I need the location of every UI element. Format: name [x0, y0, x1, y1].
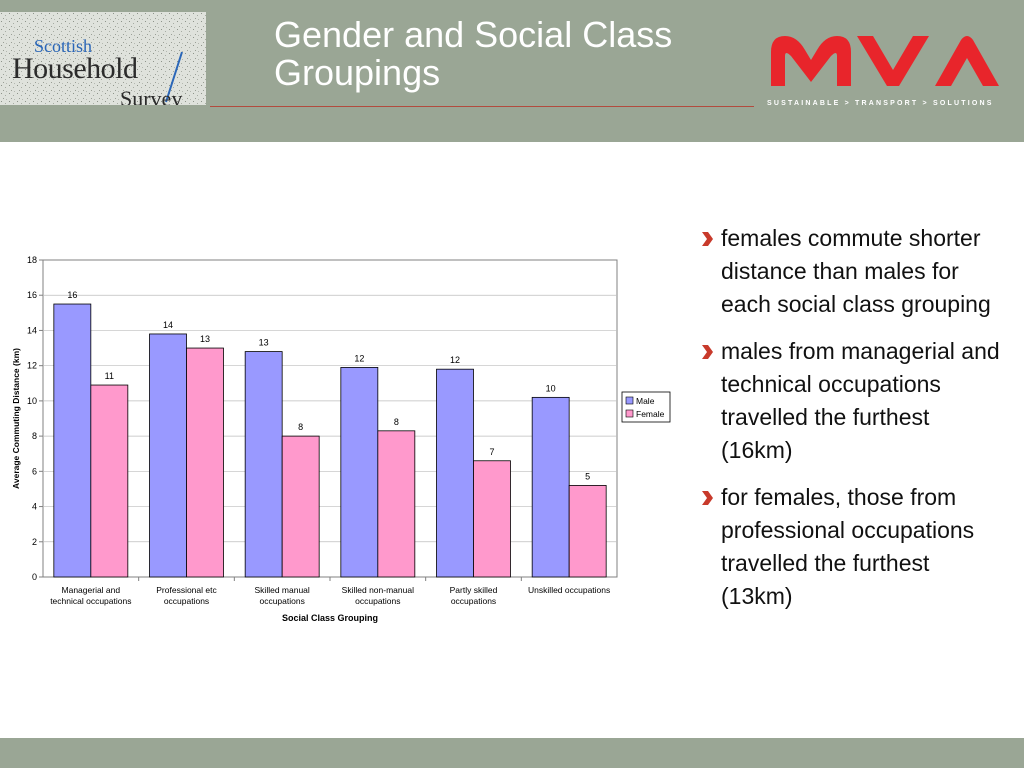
bar-value-label: 14 [163, 320, 173, 330]
commuting-distance-chart: 0 2 4 6 8 10 12 14 16 18 16 11 Managerial andtechnic… [11, 255, 671, 623]
bar-value-label: 12 [450, 355, 460, 365]
bar-male [149, 333, 187, 578]
bar-male [244, 351, 283, 578]
bar-female [568, 485, 607, 578]
bullet-text: for females, those from professional occ… [721, 484, 975, 609]
bar-male [53, 303, 92, 578]
y-tick-label: 8 [32, 431, 37, 441]
bar-value-label: 13 [259, 338, 269, 348]
legend-swatch-female [625, 409, 634, 418]
y-tick-label: 18 [27, 255, 37, 265]
x-tick-label: Managerial and [62, 585, 121, 595]
bar-male [340, 367, 379, 578]
bar-value-label: 16 [67, 290, 77, 300]
y-tick-label: 0 [32, 572, 37, 582]
bullet-text: males from managerial and technical occu… [721, 338, 1000, 463]
bar-value-label: 11 [105, 371, 114, 381]
x-tick-label: occupations [259, 596, 304, 606]
y-tick-label: 10 [27, 396, 37, 406]
logo-text-household: Household [12, 52, 138, 85]
logo-text-scottish: Scottish [34, 36, 93, 56]
bar-value-label: 7 [489, 447, 494, 457]
x-tick-label: Professional etc [156, 585, 217, 595]
chevron-right-icon [702, 491, 713, 505]
title-divider [210, 106, 754, 107]
bar-value-label: 13 [200, 334, 210, 344]
bar-female [186, 347, 224, 578]
bar-value-label: 5 [585, 471, 590, 481]
x-tick-label: Partly skilled [450, 585, 498, 595]
bar-value-label: 10 [546, 383, 556, 393]
bar-female [377, 430, 416, 578]
bar-female [281, 435, 320, 578]
legend-swatch-male [625, 396, 634, 405]
logo-speckle-background [0, 12, 206, 105]
x-tick-label: Unskilled occupations [528, 585, 610, 595]
bar-value-label: 12 [354, 353, 364, 363]
brand-tagline: SUSTAINABLE > TRANSPORT > SOLUTIONS [767, 100, 994, 107]
bullet-item: for females, those from professional occ… [700, 481, 1000, 613]
bar-male [531, 396, 570, 578]
y-tick-label: 4 [32, 502, 37, 512]
bar-female [90, 384, 129, 578]
logo-text-survey: Survey [120, 86, 183, 105]
x-axis-title: Social Class Grouping [282, 613, 378, 623]
bullet-item: males from managerial and technical occu… [700, 335, 1000, 467]
x-tick-label: occupations [355, 596, 400, 606]
chevron-right-icon [702, 232, 713, 246]
legend-label-male: Male [636, 396, 655, 406]
bullet-text: females commute shorter distance than ma… [721, 225, 991, 317]
page-title: Gender and Social Class Groupings [274, 14, 673, 93]
y-tick-label: 2 [32, 537, 37, 547]
y-tick-label: 16 [27, 290, 37, 300]
footer-bar [0, 738, 1024, 768]
x-tick-label: Skilled manual [255, 585, 310, 595]
plot-area [42, 259, 618, 578]
mva-logo [771, 36, 999, 86]
bar-female [473, 460, 511, 578]
bar-value-label: 8 [298, 422, 303, 432]
x-tick-label: Skilled non-manual [342, 585, 414, 595]
legend-label-female: Female [636, 409, 665, 419]
chevron-right-icon [702, 345, 713, 359]
bullet-item: females commute shorter distance than ma… [700, 222, 1000, 321]
y-axis-title: Average Commuting Distance (km) [11, 348, 21, 489]
bar-value-label: 8 [394, 417, 399, 427]
x-tick-label: occupations [451, 596, 496, 606]
x-tick-label: occupations [164, 596, 209, 606]
scottish-household-survey-logo: Scottish Household Survey [0, 12, 206, 105]
bullet-list: females commute shorter distance than ma… [700, 222, 1000, 627]
bar-male [436, 368, 474, 578]
y-tick-label: 14 [27, 325, 37, 335]
x-tick-label: technical occupations [50, 596, 131, 606]
header-bar: Scottish Household Survey Gender and Soc… [0, 0, 1024, 142]
y-tick-label: 12 [27, 361, 37, 371]
y-tick-label: 6 [32, 466, 37, 476]
